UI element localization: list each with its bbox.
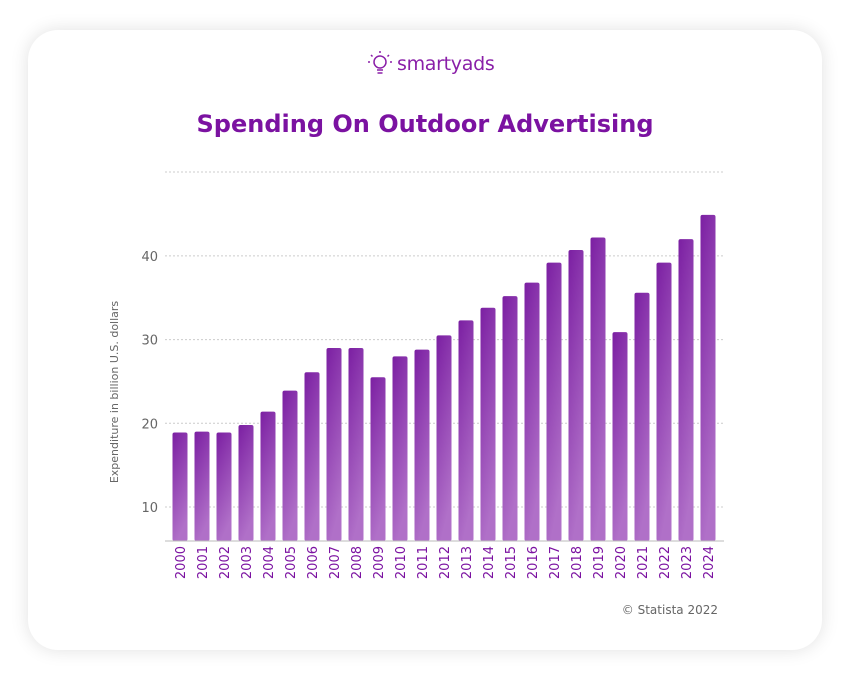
x-tick-label: 2009 xyxy=(372,546,387,579)
x-tick-label: 2004 xyxy=(262,546,277,579)
x-tick-label: 2001 xyxy=(196,546,211,579)
x-tick-label: 2024 xyxy=(702,546,717,579)
x-tick-label: 2011 xyxy=(416,546,431,579)
bar-2022 xyxy=(656,262,672,541)
x-tick-label: 2016 xyxy=(526,546,541,579)
y-tick-label: 30 xyxy=(141,334,158,349)
bar-2011 xyxy=(414,349,430,541)
bar-2013 xyxy=(458,320,474,541)
bar-2000 xyxy=(172,432,188,541)
bar-2020 xyxy=(612,332,628,541)
bar-2009 xyxy=(370,377,386,541)
logo: smartyads xyxy=(366,50,495,78)
x-tick-label: 2003 xyxy=(240,546,255,579)
bar-2019 xyxy=(590,237,606,541)
x-tick-label: 2008 xyxy=(350,546,365,579)
x-tick-label: 2000 xyxy=(174,546,189,579)
x-tick-label: 2022 xyxy=(658,546,673,579)
x-tick-label: 2014 xyxy=(482,546,497,579)
x-tick-label: 2023 xyxy=(680,546,695,579)
x-tick-label: 2005 xyxy=(284,546,299,579)
bar-2012 xyxy=(436,335,452,541)
bar-2007 xyxy=(326,347,342,541)
x-tick-label: 2006 xyxy=(306,546,321,579)
bar-2024 xyxy=(700,214,716,541)
y-axis-label: Expenditure in billion U.S. dollars xyxy=(108,301,121,484)
bar-2017 xyxy=(546,262,562,541)
bar-2005 xyxy=(282,390,298,541)
x-tick-label: 2021 xyxy=(636,546,651,579)
x-tick-label: 2002 xyxy=(218,546,233,579)
y-tick-label: 20 xyxy=(141,417,158,432)
x-tick-label: 2017 xyxy=(548,546,563,579)
bar-2021 xyxy=(634,292,650,541)
bar-2006 xyxy=(304,372,320,541)
bar-2004 xyxy=(260,411,276,541)
bar-2023 xyxy=(678,239,694,541)
bar-2016 xyxy=(524,282,540,541)
x-tick-label: 2018 xyxy=(570,546,585,579)
bar-2001 xyxy=(194,431,210,541)
x-tick-label: 2020 xyxy=(614,546,629,579)
bar-2018 xyxy=(568,250,584,541)
x-tick-label: 2010 xyxy=(394,546,409,579)
lightbulb-icon xyxy=(368,51,392,74)
x-tick-label: 2015 xyxy=(504,546,519,579)
y-tick-label: 10 xyxy=(141,501,158,516)
x-tick-label: 2013 xyxy=(460,546,475,579)
bar-2008 xyxy=(348,347,364,541)
chart-title: Spending On Outdoor Advertising xyxy=(196,110,654,138)
x-tick-label: 2012 xyxy=(438,546,453,579)
logo-text: smartyads xyxy=(397,53,495,75)
y-tick-label: 40 xyxy=(141,250,158,265)
bar-2010 xyxy=(392,356,408,541)
bar-2002 xyxy=(216,432,232,541)
bar-2015 xyxy=(502,296,518,541)
credit: © Statista 2022 xyxy=(621,603,718,617)
bar-2014 xyxy=(480,307,496,541)
bar-2003 xyxy=(238,424,254,541)
x-tick-label: 2007 xyxy=(328,546,343,579)
x-tick-label: 2019 xyxy=(592,546,607,579)
